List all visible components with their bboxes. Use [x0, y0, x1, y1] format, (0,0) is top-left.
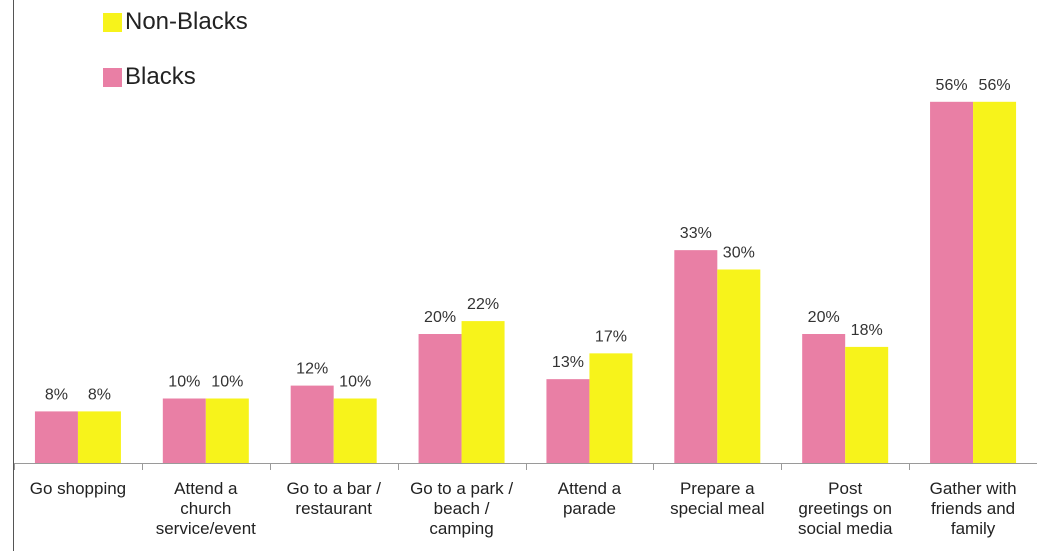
data-label-non-blacks: 18%: [851, 322, 883, 339]
x-tick-label: Gather with friends and family: [930, 479, 1017, 538]
x-tick-label-line: Gather with: [930, 479, 1017, 498]
x-tick-label-line: special meal: [670, 499, 765, 518]
data-label-non-blacks: 56%: [979, 77, 1011, 94]
data-label-non-blacks: 17%: [595, 328, 627, 345]
data-label-non-blacks: 30%: [723, 245, 755, 262]
x-tick-label: Prepare a special meal: [670, 479, 765, 518]
x-tick-label-line: greetings on: [798, 499, 892, 518]
data-label-blacks: 20%: [424, 309, 456, 326]
x-tick-label-line: Post: [828, 479, 862, 498]
x-tick-label: Go to a park / beach / camping: [410, 479, 513, 538]
x-tick-label-line: parade: [563, 499, 616, 518]
bar-non-blacks: [461, 321, 505, 463]
data-label-non-blacks: 10%: [339, 374, 371, 391]
legend-swatch-blacks: [103, 68, 122, 87]
x-tick-label-line: Go to a bar /: [286, 479, 381, 498]
legend-label-blacks: Blacks: [125, 63, 196, 90]
bar-non-blacks: [333, 398, 377, 463]
bar-blacks: [674, 250, 718, 463]
data-label-blacks: 10%: [168, 374, 200, 391]
x-tick-label-line: Attend a: [174, 479, 238, 498]
bar-non-blacks: [717, 269, 761, 463]
x-tick-label-line: Prepare a: [680, 479, 755, 498]
data-label-blacks: 12%: [296, 361, 328, 378]
legend-swatch-non-blacks: [103, 13, 122, 32]
bar-non-blacks: [845, 346, 889, 463]
x-tick-label: Post greetings on social media: [798, 479, 893, 538]
x-tick-label-line: church: [180, 499, 231, 518]
chart-frame-left-border: [13, 0, 14, 551]
x-tick-label: Attend a parade: [558, 479, 622, 518]
x-tick-label-line: Go shopping: [30, 479, 126, 498]
x-tick-label-line: friends and: [931, 499, 1015, 518]
bar-non-blacks: [973, 101, 1017, 464]
data-label-blacks: 20%: [808, 309, 840, 326]
bar-blacks: [34, 411, 78, 463]
x-tick-label-line: service/event: [156, 519, 256, 538]
data-label-non-blacks: 22%: [467, 296, 499, 313]
bar-non-blacks: [589, 353, 633, 463]
x-tick-label: Go to a bar / restaurant: [286, 479, 381, 518]
data-label-blacks: 56%: [936, 77, 968, 94]
bar-blacks: [418, 334, 462, 463]
x-tick-label-line: Attend a: [558, 479, 622, 498]
x-tick-label-line: camping: [429, 519, 493, 538]
x-tick-label: Attend a church service/event: [156, 479, 256, 538]
bar-non-blacks: [205, 398, 249, 463]
x-tick-label-line: social media: [798, 519, 893, 538]
data-label-blacks: 33%: [680, 225, 712, 242]
bar-blacks: [546, 379, 590, 463]
data-label-blacks: 13%: [552, 354, 584, 371]
data-label-blacks: 8%: [45, 386, 68, 403]
bar-blacks: [802, 334, 846, 463]
x-tick-label-line: family: [951, 519, 996, 538]
bar-blacks: [162, 398, 206, 463]
bar-blacks: [930, 101, 974, 464]
legend-label-non-blacks: Non-Blacks: [125, 8, 248, 35]
x-tick-label: Go shopping: [30, 479, 126, 498]
x-tick-label-line: beach /: [434, 499, 490, 518]
bar-blacks: [290, 385, 334, 463]
data-label-non-blacks: 10%: [211, 374, 243, 391]
x-tick-label-line: Go to a park /: [410, 479, 513, 498]
bar-non-blacks: [77, 411, 121, 463]
data-label-non-blacks: 8%: [88, 386, 111, 403]
x-tick-label-line: restaurant: [295, 499, 372, 518]
